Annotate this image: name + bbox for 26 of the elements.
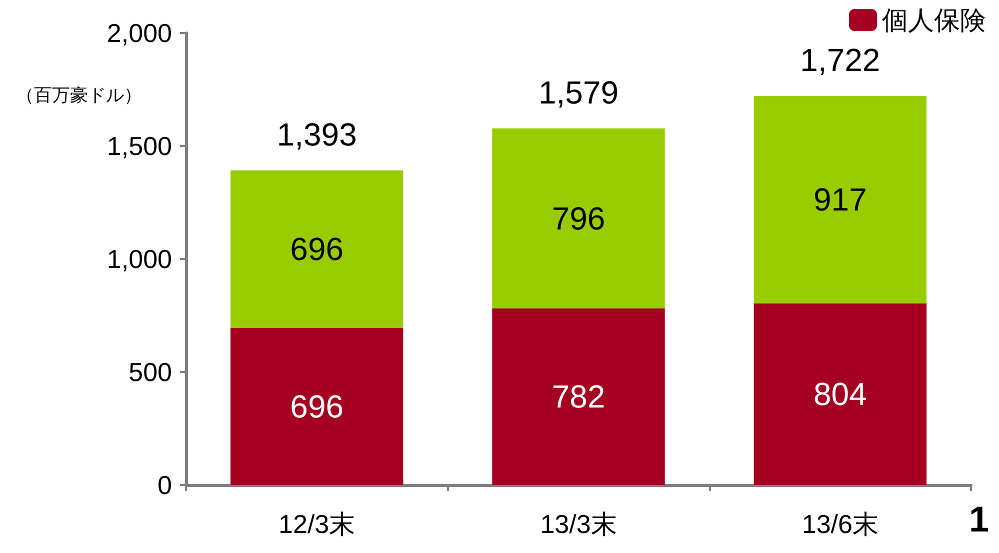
bar xyxy=(230,328,404,485)
y-tick-label: 2,000 xyxy=(106,18,172,48)
x-tick-label: 13/6末 xyxy=(802,509,878,539)
bar xyxy=(754,96,927,304)
x-tick-label: 13/3末 xyxy=(540,509,617,539)
y-tick-label: 1,000 xyxy=(106,244,172,274)
bar xyxy=(492,128,665,308)
total-label: 1,722 xyxy=(800,42,880,78)
x-tick-label: 12/3末 xyxy=(278,509,356,539)
data-label: 796 xyxy=(552,200,606,236)
bar xyxy=(230,170,404,328)
data-label: 696 xyxy=(290,388,344,424)
data-label: 804 xyxy=(813,376,867,412)
total-label: 1,393 xyxy=(276,116,357,152)
text: 1 xyxy=(968,498,990,540)
bar xyxy=(754,303,927,485)
y-axis-title: （百万豪ドル） xyxy=(16,85,142,105)
y-tick-label: 1,500 xyxy=(106,131,172,161)
bar xyxy=(492,308,665,485)
data-label: 782 xyxy=(552,378,606,415)
legend-label: 個人保険 xyxy=(882,5,986,35)
total-label: 1,579 xyxy=(538,74,619,110)
y-tick-label: 500 xyxy=(128,357,172,387)
data-label: 917 xyxy=(813,182,867,218)
y-tick-label: 0 xyxy=(158,470,172,500)
data-label: 696 xyxy=(290,231,344,268)
